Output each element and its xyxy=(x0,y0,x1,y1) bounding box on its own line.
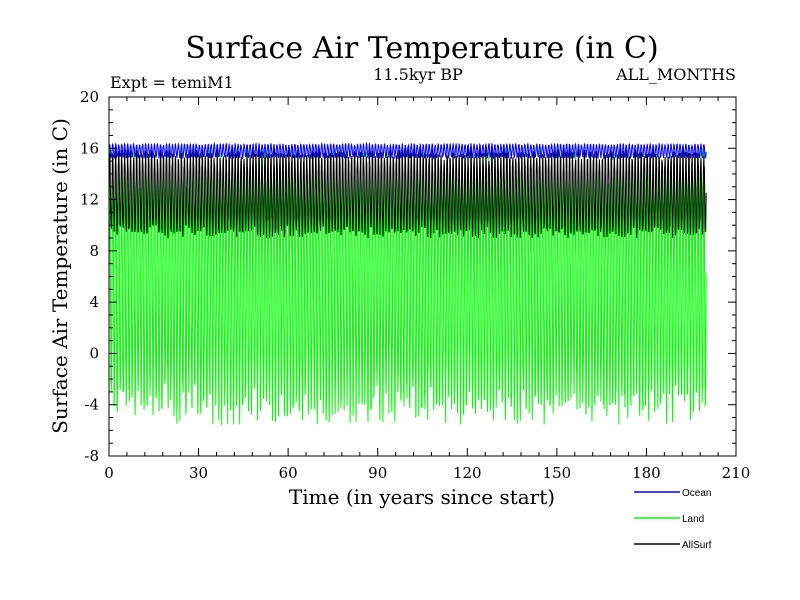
x-tick-label: 210 xyxy=(722,464,751,482)
y-tick-label: 16 xyxy=(80,139,99,157)
experiment-label: Expt = temiM1 xyxy=(110,73,234,92)
y-tick-label: -4 xyxy=(84,396,99,414)
y-tick-label: 12 xyxy=(80,191,99,209)
y-tick-label: 4 xyxy=(89,293,99,311)
y-tick-label: 20 xyxy=(80,88,99,106)
x-tick-label: 30 xyxy=(189,464,208,482)
chart-title: Surface Air Temperature (in C) xyxy=(185,31,658,66)
period-label: 11.5kyr BP xyxy=(373,65,463,84)
series-line-allsurf xyxy=(109,147,707,239)
y-tick-label: 8 xyxy=(89,242,99,260)
series-layer xyxy=(109,141,707,426)
x-tick-label: 150 xyxy=(543,464,572,482)
x-tick-label: 180 xyxy=(632,464,661,482)
y-axis: -8 -4 0 4 8 12 16 20 xyxy=(80,88,736,465)
legend-label: Land xyxy=(682,514,704,525)
legend: Ocean Land AllSurf xyxy=(634,488,712,551)
x-axis-label: Time (in years since start) xyxy=(289,485,555,509)
series-line-ocean xyxy=(109,141,707,161)
x-tick-label: 60 xyxy=(279,464,298,482)
y-tick-label: -8 xyxy=(84,447,99,465)
x-axis: 0 30 60 90 120 150 180 210 xyxy=(104,97,750,482)
y-axis-label: Surface Air Temperature (in C) xyxy=(48,118,72,434)
months-label: ALL_MONTHS xyxy=(615,65,736,84)
x-tick-label: 0 xyxy=(104,464,114,482)
legend-label: Ocean xyxy=(682,488,711,499)
x-tick-label: 120 xyxy=(453,464,482,482)
y-tick-label: 0 xyxy=(89,344,99,362)
plot-area xyxy=(109,141,707,426)
legend-label: AllSurf xyxy=(682,540,712,551)
x-tick-label: 90 xyxy=(368,464,387,482)
